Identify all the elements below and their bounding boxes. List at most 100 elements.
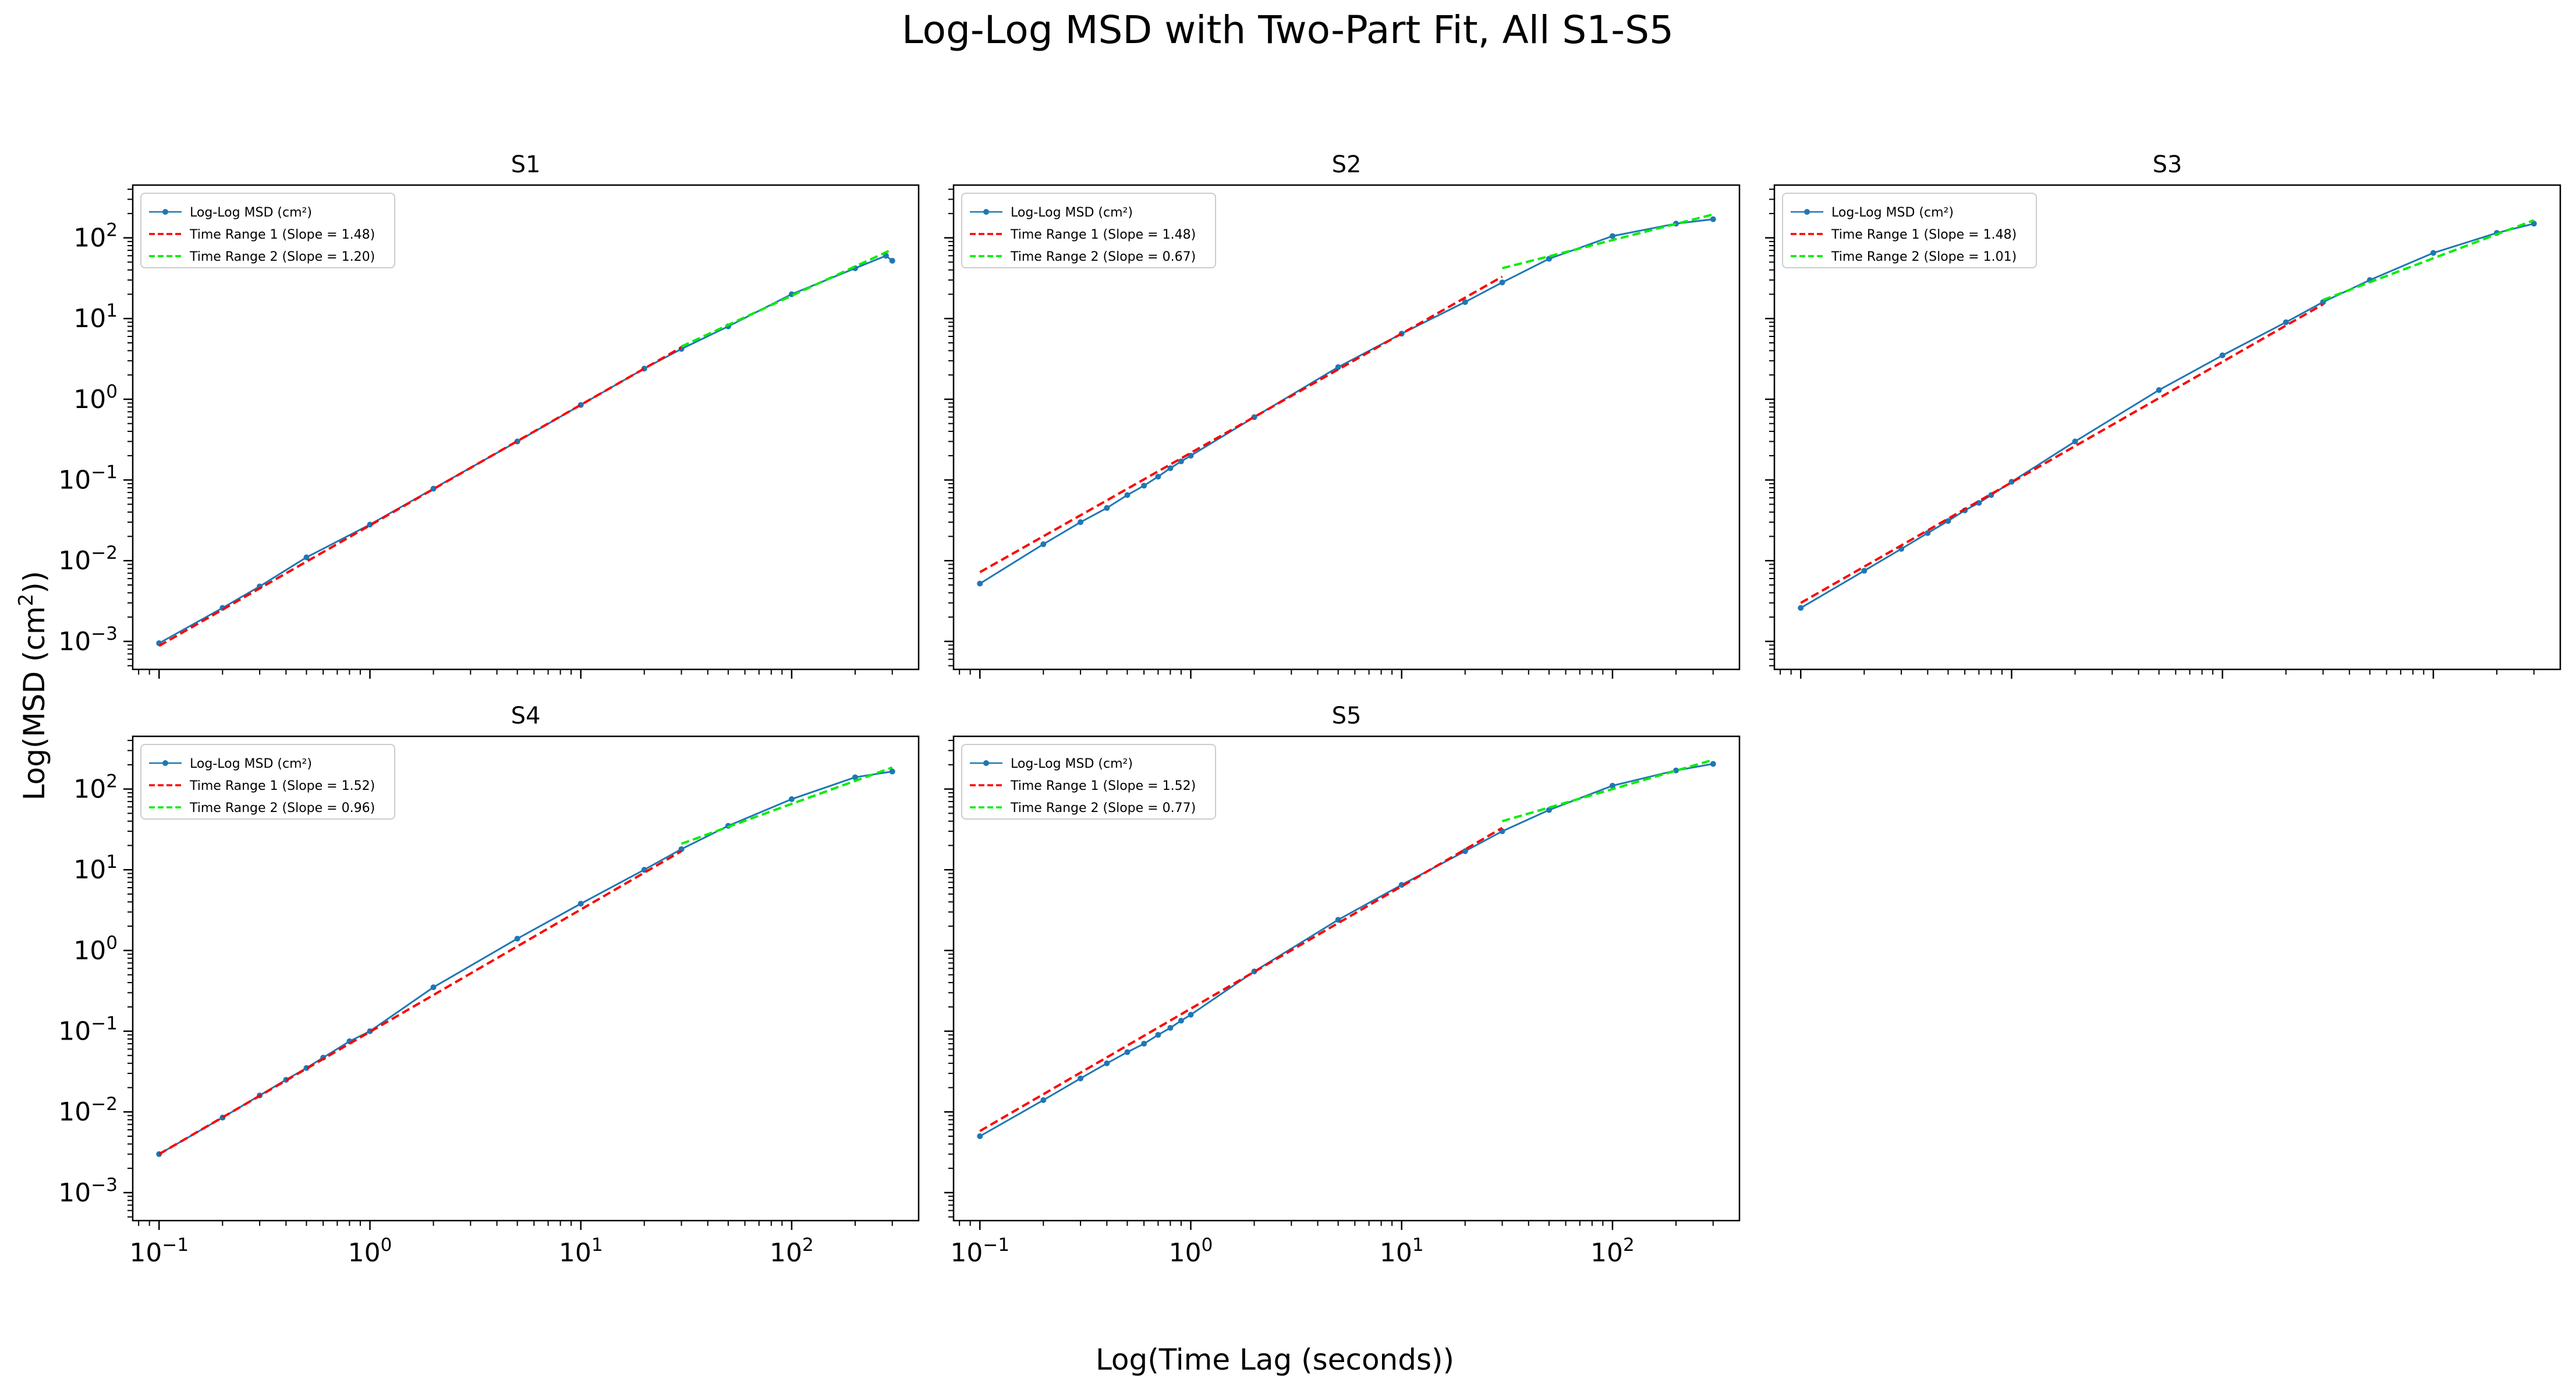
x-tick-label: 102 bbox=[1590, 1235, 1635, 1268]
msd-point bbox=[1155, 1031, 1161, 1038]
legend-label: Log-Log MSD (cm²) bbox=[190, 757, 312, 771]
panel-s4: S4 10−1 100 101 102 10−3 10−2 10−1 100 101 102 Log-… bbox=[58, 703, 920, 1268]
legend-label: Time Range 2 (Slope = 1.20) bbox=[189, 250, 375, 264]
legend-label: Time Range 1 (Slope = 1.52) bbox=[189, 779, 375, 793]
legend-box bbox=[961, 744, 1216, 820]
legend-label: Time Range 2 (Slope = 0.77) bbox=[1010, 801, 1196, 815]
plot-area bbox=[977, 758, 1716, 1139]
msd-point bbox=[1398, 882, 1405, 888]
plot-area bbox=[1798, 219, 2537, 611]
panel-s5: S5 10−1 100 101 102 Log-Log MSD (cm²) Time Ran… bbox=[944, 703, 1741, 1268]
msd-point bbox=[1124, 1049, 1131, 1055]
msd-point bbox=[1546, 807, 1552, 813]
legend-msd-marker bbox=[1804, 209, 1810, 215]
legend-label: Time Range 1 (Slope = 1.48) bbox=[1010, 228, 1196, 242]
y-tick-label: 10−1 bbox=[58, 1013, 118, 1047]
axes-frame bbox=[952, 735, 1741, 1222]
msd-point bbox=[1078, 1075, 1084, 1081]
plot-area bbox=[977, 213, 1716, 587]
legend-box bbox=[1782, 193, 2037, 268]
y-tick-label: 10−1 bbox=[58, 462, 118, 495]
msd-point bbox=[1335, 364, 1341, 370]
msd-point bbox=[1040, 1097, 1047, 1103]
fit-range-1-line bbox=[979, 275, 1503, 573]
msd-point bbox=[977, 1133, 983, 1139]
panel-title: S4 bbox=[511, 703, 541, 729]
plot-area bbox=[156, 248, 895, 647]
y-tick-label: 10−3 bbox=[58, 1175, 118, 1208]
msd-point bbox=[1609, 782, 1615, 789]
msd-point bbox=[1976, 499, 1982, 506]
msd-point bbox=[1104, 505, 1110, 511]
msd-point bbox=[1609, 233, 1615, 239]
msd-point bbox=[889, 768, 895, 775]
x-tick-label: 100 bbox=[348, 1235, 392, 1268]
msd-series-line bbox=[1800, 222, 2535, 609]
legend-box bbox=[961, 193, 1216, 268]
fit-range-2-line bbox=[681, 248, 893, 348]
legend-label: Log-Log MSD (cm²) bbox=[1011, 757, 1133, 771]
y-tick-label: 10−3 bbox=[58, 623, 118, 657]
msd-point bbox=[303, 554, 310, 561]
msd-point bbox=[883, 253, 889, 259]
legend-label: Log-Log MSD (cm²) bbox=[190, 205, 312, 220]
legend-msd-marker bbox=[162, 760, 168, 766]
msd-point bbox=[1710, 216, 1716, 222]
legend-msd-marker bbox=[983, 760, 989, 766]
panel-title: S5 bbox=[1332, 703, 1362, 729]
msd-point bbox=[1499, 279, 1505, 286]
msd-point bbox=[678, 846, 685, 852]
legend-box bbox=[140, 744, 395, 820]
panel-title: S1 bbox=[511, 151, 541, 178]
plot-area bbox=[156, 766, 895, 1157]
y-tick-label: 102 bbox=[73, 220, 118, 253]
legend: Log-Log MSD (cm²) Time Range 1 (Slope = 1… bbox=[1782, 193, 2037, 268]
axes-frame bbox=[132, 735, 920, 1222]
figure-title: Log-Log MSD with Two-Part Fit, All S1-S5 bbox=[902, 8, 1674, 52]
msd-point bbox=[1462, 299, 1468, 305]
legend-label: Time Range 1 (Slope = 1.48) bbox=[189, 228, 375, 242]
msd-point bbox=[2219, 352, 2226, 359]
legend-label: Time Range 2 (Slope = 1.01) bbox=[1831, 250, 2017, 264]
msd-point bbox=[1124, 492, 1131, 498]
msd-point bbox=[1925, 530, 1931, 536]
x-tick-label: 10−1 bbox=[950, 1235, 1009, 1268]
msd-point bbox=[1178, 1017, 1184, 1024]
y-axis-label: Log(MSD (cm2)) bbox=[15, 571, 51, 800]
msd-point bbox=[514, 935, 520, 942]
msd-point bbox=[1798, 605, 1804, 611]
msd-point bbox=[1141, 1041, 1147, 1047]
fit-range-1-line bbox=[1800, 303, 2324, 604]
msd-point bbox=[1945, 518, 1951, 524]
panel-title: S2 bbox=[1332, 151, 1362, 178]
msd-point bbox=[2072, 438, 2078, 445]
msd-point bbox=[889, 257, 895, 264]
legend-label: Time Range 2 (Slope = 0.96) bbox=[189, 801, 375, 815]
msd-point bbox=[2156, 387, 2162, 393]
fit-range-1-line bbox=[979, 827, 1503, 1132]
msd-point bbox=[367, 522, 373, 528]
msd-point bbox=[1188, 1012, 1194, 1018]
axes-frame bbox=[1773, 184, 2561, 671]
fit-range-1-line bbox=[158, 850, 682, 1155]
y-tick-label: 10−2 bbox=[58, 1094, 118, 1127]
legend-label: Time Range 1 (Slope = 1.52) bbox=[1010, 779, 1196, 793]
x-tick-label: 101 bbox=[559, 1235, 603, 1268]
msd-point bbox=[1040, 541, 1047, 547]
msd-point bbox=[1462, 848, 1468, 854]
x-tick-label: 101 bbox=[1380, 1235, 1424, 1268]
panel-s3: S3 Log-Log MSD (cm²) Time Range 1 (Slope =… bbox=[1765, 151, 2561, 679]
msd-point bbox=[977, 580, 983, 587]
y-tick-label: 100 bbox=[73, 932, 118, 966]
x-axis-label: Log(Time Lag (seconds)) bbox=[1096, 1343, 1454, 1377]
msd-point bbox=[788, 796, 795, 802]
x-tick-label: 102 bbox=[770, 1235, 814, 1268]
x-tick-label: 10−1 bbox=[129, 1235, 189, 1268]
axes-frame bbox=[952, 184, 1741, 671]
msd-point bbox=[1167, 1024, 1174, 1031]
msd-point bbox=[1861, 568, 1868, 574]
axes-frame bbox=[132, 184, 920, 671]
panel-s2: S2 Log-Log MSD (cm²) Time Range 1 (Slope =… bbox=[944, 151, 1741, 679]
